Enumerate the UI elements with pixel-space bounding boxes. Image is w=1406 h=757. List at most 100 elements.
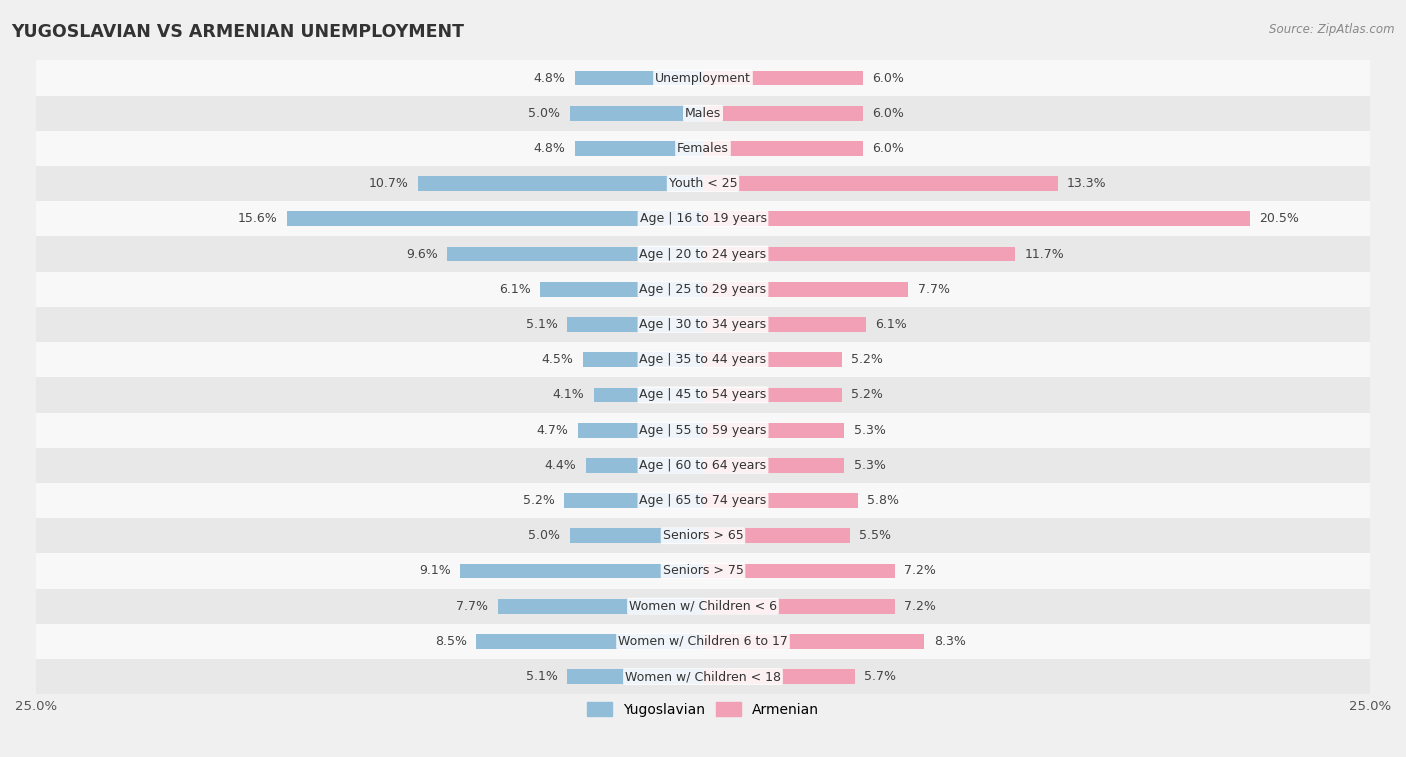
Text: 5.3%: 5.3% bbox=[853, 424, 886, 437]
Text: Youth < 25: Youth < 25 bbox=[669, 177, 737, 190]
Bar bbox=[37, 413, 1369, 447]
Bar bbox=[703, 317, 866, 332]
Text: Source: ZipAtlas.com: Source: ZipAtlas.com bbox=[1270, 23, 1395, 36]
Bar bbox=[567, 669, 703, 684]
Text: 5.0%: 5.0% bbox=[529, 529, 560, 542]
Bar bbox=[37, 377, 1369, 413]
Bar bbox=[583, 352, 703, 367]
Bar bbox=[37, 447, 1369, 483]
Bar bbox=[703, 634, 924, 649]
Text: 7.2%: 7.2% bbox=[904, 600, 936, 612]
Text: Age | 65 to 74 years: Age | 65 to 74 years bbox=[640, 494, 766, 507]
Text: 4.5%: 4.5% bbox=[541, 354, 574, 366]
Bar bbox=[703, 106, 863, 120]
Bar bbox=[37, 307, 1369, 342]
Bar bbox=[287, 211, 703, 226]
Legend: Yugoslavian, Armenian: Yugoslavian, Armenian bbox=[581, 696, 825, 722]
Text: 9.6%: 9.6% bbox=[406, 248, 437, 260]
Text: 6.1%: 6.1% bbox=[875, 318, 907, 331]
Text: 6.1%: 6.1% bbox=[499, 283, 531, 296]
Text: 8.3%: 8.3% bbox=[934, 635, 966, 648]
Bar bbox=[37, 131, 1369, 166]
Text: 5.3%: 5.3% bbox=[853, 459, 886, 472]
Text: 9.1%: 9.1% bbox=[419, 565, 451, 578]
Text: 5.5%: 5.5% bbox=[859, 529, 891, 542]
Bar bbox=[37, 624, 1369, 659]
Text: Age | 55 to 59 years: Age | 55 to 59 years bbox=[640, 424, 766, 437]
Bar bbox=[460, 563, 703, 578]
Bar bbox=[703, 458, 845, 472]
Text: YUGOSLAVIAN VS ARMENIAN UNEMPLOYMENT: YUGOSLAVIAN VS ARMENIAN UNEMPLOYMENT bbox=[11, 23, 464, 41]
Text: Seniors > 65: Seniors > 65 bbox=[662, 529, 744, 542]
Text: 4.4%: 4.4% bbox=[544, 459, 576, 472]
Text: Age | 35 to 44 years: Age | 35 to 44 years bbox=[640, 354, 766, 366]
Text: Males: Males bbox=[685, 107, 721, 120]
Text: Age | 25 to 29 years: Age | 25 to 29 years bbox=[640, 283, 766, 296]
Text: 13.3%: 13.3% bbox=[1067, 177, 1107, 190]
Bar bbox=[37, 518, 1369, 553]
Text: Women w/ Children 6 to 17: Women w/ Children 6 to 17 bbox=[619, 635, 787, 648]
Text: Females: Females bbox=[678, 142, 728, 155]
Text: 10.7%: 10.7% bbox=[368, 177, 408, 190]
Text: 4.1%: 4.1% bbox=[553, 388, 585, 401]
Text: 5.2%: 5.2% bbox=[851, 388, 883, 401]
Bar bbox=[586, 458, 703, 472]
Text: 5.2%: 5.2% bbox=[523, 494, 555, 507]
Text: 4.7%: 4.7% bbox=[537, 424, 568, 437]
Text: Age | 45 to 54 years: Age | 45 to 54 years bbox=[640, 388, 766, 401]
Bar bbox=[703, 211, 1250, 226]
Bar bbox=[37, 272, 1369, 307]
Bar bbox=[447, 247, 703, 261]
Bar bbox=[703, 176, 1057, 191]
Bar bbox=[703, 669, 855, 684]
Bar bbox=[703, 599, 896, 613]
Text: 15.6%: 15.6% bbox=[238, 213, 277, 226]
Text: 5.0%: 5.0% bbox=[529, 107, 560, 120]
Bar bbox=[540, 282, 703, 297]
Text: Age | 16 to 19 years: Age | 16 to 19 years bbox=[640, 213, 766, 226]
Text: Women w/ Children < 6: Women w/ Children < 6 bbox=[628, 600, 778, 612]
Bar bbox=[593, 388, 703, 402]
Bar bbox=[37, 201, 1369, 236]
Bar bbox=[567, 317, 703, 332]
Bar bbox=[703, 493, 858, 508]
Text: Age | 30 to 34 years: Age | 30 to 34 years bbox=[640, 318, 766, 331]
Bar bbox=[37, 553, 1369, 588]
Bar bbox=[703, 388, 842, 402]
Text: 5.2%: 5.2% bbox=[851, 354, 883, 366]
Text: 7.7%: 7.7% bbox=[456, 600, 488, 612]
Text: Seniors > 75: Seniors > 75 bbox=[662, 565, 744, 578]
Bar bbox=[575, 141, 703, 156]
Bar bbox=[703, 141, 863, 156]
Bar bbox=[703, 70, 863, 86]
Bar bbox=[37, 483, 1369, 518]
Text: 6.0%: 6.0% bbox=[872, 71, 904, 85]
Bar bbox=[703, 528, 849, 543]
Bar bbox=[569, 106, 703, 120]
Bar bbox=[498, 599, 703, 613]
Bar bbox=[564, 493, 703, 508]
Text: 6.0%: 6.0% bbox=[872, 142, 904, 155]
Bar bbox=[37, 659, 1369, 694]
Text: 6.0%: 6.0% bbox=[872, 107, 904, 120]
Text: Unemployment: Unemployment bbox=[655, 71, 751, 85]
Bar bbox=[575, 70, 703, 86]
Bar bbox=[578, 422, 703, 438]
Text: Age | 20 to 24 years: Age | 20 to 24 years bbox=[640, 248, 766, 260]
Text: 5.8%: 5.8% bbox=[868, 494, 898, 507]
Text: 7.7%: 7.7% bbox=[918, 283, 950, 296]
Bar bbox=[703, 282, 908, 297]
Text: 8.5%: 8.5% bbox=[434, 635, 467, 648]
Bar bbox=[37, 95, 1369, 131]
Bar bbox=[37, 166, 1369, 201]
Bar bbox=[569, 528, 703, 543]
Bar bbox=[37, 342, 1369, 377]
Bar bbox=[37, 61, 1369, 95]
Text: 7.2%: 7.2% bbox=[904, 565, 936, 578]
Text: 5.1%: 5.1% bbox=[526, 670, 558, 683]
Bar bbox=[37, 236, 1369, 272]
Bar bbox=[703, 352, 842, 367]
Bar bbox=[703, 247, 1015, 261]
Text: 20.5%: 20.5% bbox=[1260, 213, 1299, 226]
Text: 11.7%: 11.7% bbox=[1025, 248, 1064, 260]
